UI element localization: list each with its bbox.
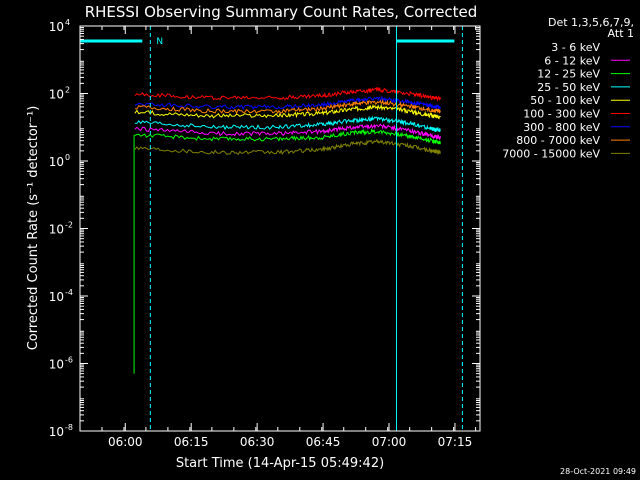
series-line-1 (134, 111, 441, 131)
x-axis-label: Start Time (14-Apr-15 05:49:42) (176, 456, 384, 471)
x-tick-label-4: 06:45 (306, 435, 341, 449)
y-axis-label: Corrected Count Rate (s⁻¹ detector⁻¹) (26, 106, 41, 351)
y-tick-label-2: 10 (49, 88, 64, 102)
y-tick-label-7: 10 (49, 425, 64, 439)
y-tick-label-1: 10 (49, 20, 64, 34)
legend-label-4: 25 - 50 keV (537, 81, 600, 94)
legend-label-5: 50 - 100 keV (530, 94, 600, 107)
night-label: N (156, 37, 163, 47)
x-tick-label-5: 07:00 (372, 435, 407, 449)
y-tick-exponent-3: 0 (65, 153, 70, 162)
chart-title: RHESSI Observing Summary Count Rates, Co… (85, 3, 478, 21)
series-line-9 (134, 138, 441, 156)
series-line-4 (134, 115, 441, 133)
series-line-6 (134, 86, 441, 102)
legend-header-line2: Att 1 (608, 27, 634, 40)
series-line-5 (134, 103, 441, 120)
series-layer (133, 86, 441, 374)
y-tick-exponent-4: -2 (65, 221, 73, 230)
legend-label-3: 12 - 25 keV (537, 68, 600, 81)
y-tick-label-5: 10 (49, 290, 64, 304)
series-line-7 (134, 95, 441, 111)
legend-label-1: 3 - 6 keV (551, 41, 600, 54)
y-tick-exponent-5: -4 (65, 288, 73, 297)
legend-header-line1: Det 1,3,5,6,7,9, (548, 16, 634, 29)
x-tick-label-1: 06:00 (108, 435, 143, 449)
y-tick-label-3: 10 (49, 155, 64, 169)
legend-label-7: 300 - 800 keV (523, 121, 600, 134)
y-tick-label-4: 10 (49, 223, 64, 237)
legend-label-8: 800 - 7000 keV (516, 134, 600, 147)
y-tick-exponent-6: -6 (65, 356, 73, 365)
x-tick-label-6: 07:15 (438, 435, 473, 449)
y-tick-exponent-7: -8 (65, 423, 73, 432)
x-tick-label-2: 06:15 (174, 435, 209, 449)
legend-label-6: 100 - 300 keV (523, 108, 600, 121)
x-tick-label-3: 06:30 (240, 435, 275, 449)
series-line-2 (134, 123, 441, 141)
series-line-3 (134, 128, 441, 145)
series-line-8 (134, 98, 441, 115)
legend-label-9: 7000 - 15000 keV (502, 147, 600, 160)
y-tick-label-6: 10 (49, 358, 64, 372)
timestamp: 28-Oct-2021 09:49 (560, 467, 636, 476)
y-tick-exponent-1: 4 (65, 18, 70, 27)
y-tick-exponent-2: 2 (65, 86, 70, 95)
legend-label-2: 6 - 12 keV (544, 54, 600, 67)
